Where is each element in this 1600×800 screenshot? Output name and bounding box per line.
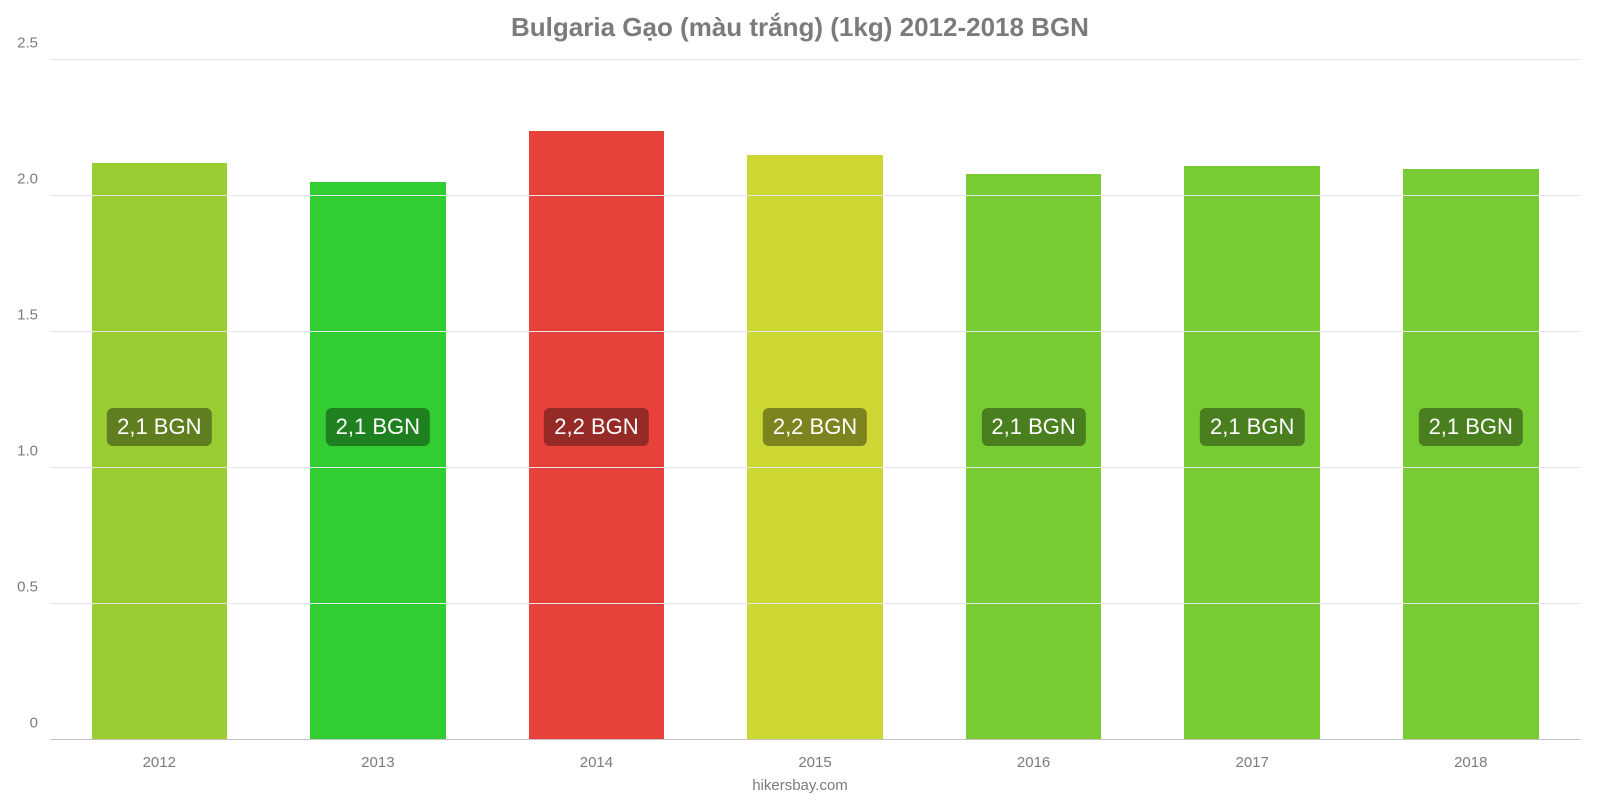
ytick-label: 2.5 [17,35,50,52]
ytick-label: 2.0 [17,171,50,188]
ytick-label: 1.5 [17,307,50,324]
value-badge: 2,1 BGN [326,408,430,446]
bar [1403,169,1539,740]
bar-slot: 2,1 BGN2013 [269,60,488,740]
value-badge: 2,1 BGN [1419,408,1523,446]
ytick-label: 0.5 [17,579,50,596]
bars-container: 2,1 BGN20122,1 BGN20132,2 BGN20142,2 BGN… [50,60,1580,740]
bar [310,182,446,740]
value-badge: 2,1 BGN [1200,408,1304,446]
bar [747,155,883,740]
xtick-label: 2018 [1454,740,1487,771]
gridline [50,331,1580,332]
bar [92,163,228,740]
gridline [50,603,1580,604]
bar-slot: 2,1 BGN2016 [924,60,1143,740]
bar [1184,166,1320,740]
gridline [50,467,1580,468]
bar-chart: Bulgaria Gạo (màu trắng) (1kg) 2012-2018… [0,0,1600,800]
x-axis-line [50,739,1580,740]
value-badge: 2,1 BGN [981,408,1085,446]
value-badge: 2,2 BGN [544,408,648,446]
xtick-label: 2014 [580,740,613,771]
gridline [50,59,1580,60]
xtick-label: 2013 [361,740,394,771]
value-badge: 2,1 BGN [107,408,211,446]
bar-slot: 2,1 BGN2017 [1143,60,1362,740]
chart-title: Bulgaria Gạo (màu trắng) (1kg) 2012-2018… [0,12,1600,43]
ytick-label: 0 [30,715,50,732]
xtick-label: 2015 [798,740,831,771]
bar-slot: 2,2 BGN2014 [487,60,706,740]
bar-slot: 2,1 BGN2012 [50,60,269,740]
bar [966,174,1102,740]
xtick-label: 2016 [1017,740,1050,771]
bar-slot: 2,1 BGN2018 [1361,60,1580,740]
value-badge: 2,2 BGN [763,408,867,446]
gridline [50,195,1580,196]
bar-slot: 2,2 BGN2015 [706,60,925,740]
ytick-label: 1.0 [17,443,50,460]
xtick-label: 2017 [1235,740,1268,771]
xtick-label: 2012 [143,740,176,771]
attribution: hikersbay.com [0,777,1600,794]
plot-area: 2,1 BGN20122,1 BGN20132,2 BGN20142,2 BGN… [50,60,1580,740]
